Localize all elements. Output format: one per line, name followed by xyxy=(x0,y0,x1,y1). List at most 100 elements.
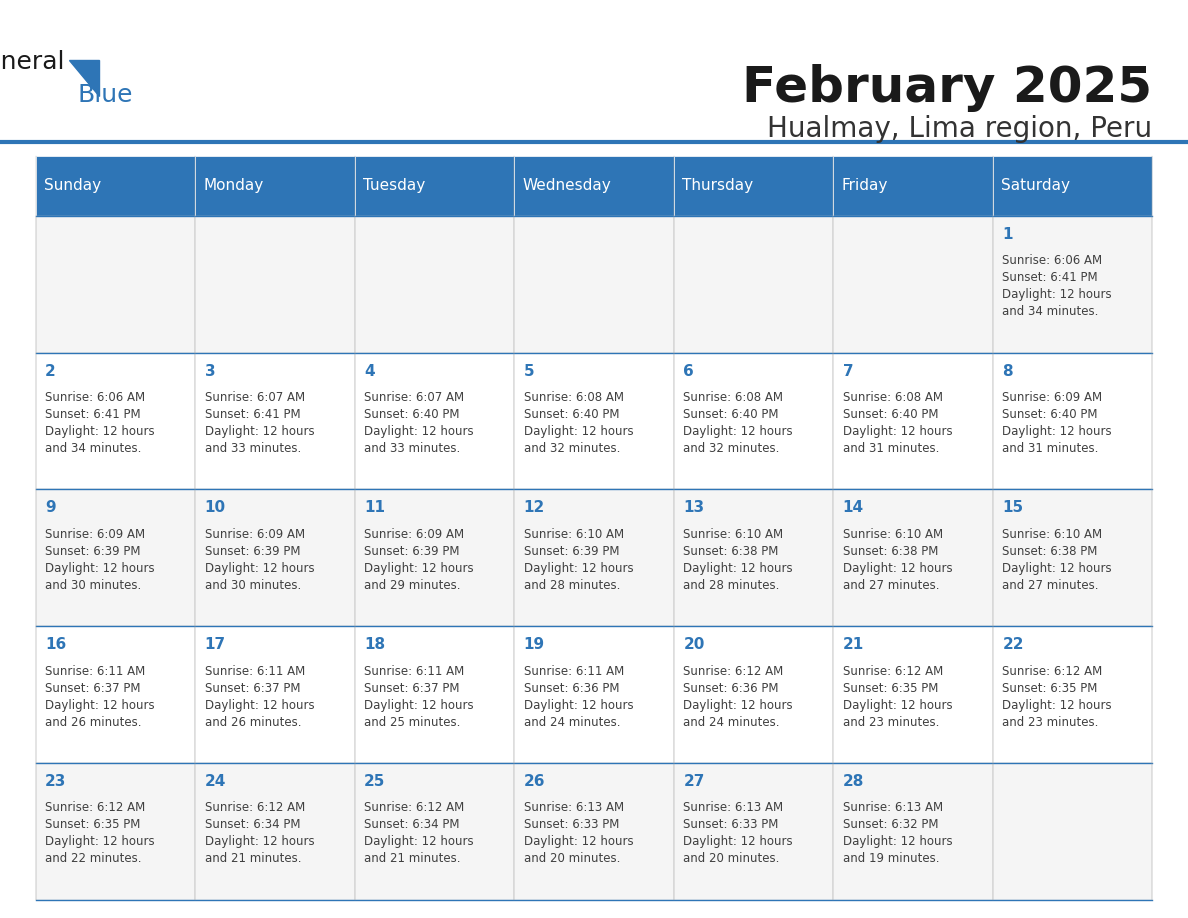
Text: Sunrise: 6:12 AM
Sunset: 6:34 PM
Daylight: 12 hours
and 21 minutes.: Sunrise: 6:12 AM Sunset: 6:34 PM Dayligh… xyxy=(365,801,474,866)
Text: 2: 2 xyxy=(45,364,56,378)
Bar xyxy=(355,489,514,626)
Bar xyxy=(195,156,355,216)
Text: Sunrise: 6:12 AM
Sunset: 6:35 PM
Daylight: 12 hours
and 23 minutes.: Sunrise: 6:12 AM Sunset: 6:35 PM Dayligh… xyxy=(1003,665,1112,729)
Text: Sunrise: 6:11 AM
Sunset: 6:37 PM
Daylight: 12 hours
and 25 minutes.: Sunrise: 6:11 AM Sunset: 6:37 PM Dayligh… xyxy=(365,665,474,729)
Bar xyxy=(36,626,195,763)
Text: 15: 15 xyxy=(1003,500,1023,515)
Bar xyxy=(674,156,833,216)
Text: Sunrise: 6:10 AM
Sunset: 6:38 PM
Daylight: 12 hours
and 28 minutes.: Sunrise: 6:10 AM Sunset: 6:38 PM Dayligh… xyxy=(683,528,792,592)
Text: Sunrise: 6:06 AM
Sunset: 6:41 PM
Daylight: 12 hours
and 34 minutes.: Sunrise: 6:06 AM Sunset: 6:41 PM Dayligh… xyxy=(45,391,154,455)
Bar xyxy=(36,216,195,353)
Text: 14: 14 xyxy=(842,500,864,515)
Bar xyxy=(993,216,1152,353)
Text: 13: 13 xyxy=(683,500,704,515)
Text: Wednesday: Wednesday xyxy=(523,178,611,194)
Bar xyxy=(195,626,355,763)
Text: 21: 21 xyxy=(842,637,864,652)
Bar xyxy=(195,216,355,353)
Text: 18: 18 xyxy=(365,637,385,652)
Text: Sunrise: 6:08 AM
Sunset: 6:40 PM
Daylight: 12 hours
and 32 minutes.: Sunrise: 6:08 AM Sunset: 6:40 PM Dayligh… xyxy=(683,391,792,455)
Text: Sunday: Sunday xyxy=(44,178,101,194)
Text: 28: 28 xyxy=(842,774,864,789)
Bar xyxy=(514,353,674,489)
Text: 12: 12 xyxy=(524,500,545,515)
Text: 4: 4 xyxy=(365,364,375,378)
Text: Blue: Blue xyxy=(77,83,133,106)
Text: Sunrise: 6:11 AM
Sunset: 6:37 PM
Daylight: 12 hours
and 26 minutes.: Sunrise: 6:11 AM Sunset: 6:37 PM Dayligh… xyxy=(45,665,154,729)
Text: 9: 9 xyxy=(45,500,56,515)
Text: 25: 25 xyxy=(365,774,386,789)
Text: 5: 5 xyxy=(524,364,535,378)
Text: February 2025: February 2025 xyxy=(742,64,1152,112)
Bar xyxy=(993,156,1152,216)
Text: Sunrise: 6:08 AM
Sunset: 6:40 PM
Daylight: 12 hours
and 32 minutes.: Sunrise: 6:08 AM Sunset: 6:40 PM Dayligh… xyxy=(524,391,633,455)
Bar xyxy=(993,626,1152,763)
Bar xyxy=(36,353,195,489)
Bar xyxy=(36,156,195,216)
Text: 23: 23 xyxy=(45,774,67,789)
Text: General: General xyxy=(0,50,65,74)
Text: 3: 3 xyxy=(204,364,215,378)
Text: Sunrise: 6:09 AM
Sunset: 6:39 PM
Daylight: 12 hours
and 29 minutes.: Sunrise: 6:09 AM Sunset: 6:39 PM Dayligh… xyxy=(365,528,474,592)
Text: Sunrise: 6:07 AM
Sunset: 6:41 PM
Daylight: 12 hours
and 33 minutes.: Sunrise: 6:07 AM Sunset: 6:41 PM Dayligh… xyxy=(204,391,315,455)
Text: Saturday: Saturday xyxy=(1000,178,1070,194)
Text: Sunrise: 6:09 AM
Sunset: 6:40 PM
Daylight: 12 hours
and 31 minutes.: Sunrise: 6:09 AM Sunset: 6:40 PM Dayligh… xyxy=(1003,391,1112,455)
Text: 19: 19 xyxy=(524,637,545,652)
Bar xyxy=(355,763,514,900)
Bar xyxy=(833,353,993,489)
Bar xyxy=(514,216,674,353)
Text: Hualmay, Lima region, Peru: Hualmay, Lima region, Peru xyxy=(767,115,1152,143)
Bar xyxy=(355,156,514,216)
Text: Sunrise: 6:10 AM
Sunset: 6:38 PM
Daylight: 12 hours
and 27 minutes.: Sunrise: 6:10 AM Sunset: 6:38 PM Dayligh… xyxy=(842,528,953,592)
Bar xyxy=(36,489,195,626)
Text: 26: 26 xyxy=(524,774,545,789)
Bar xyxy=(514,489,674,626)
Text: Sunrise: 6:10 AM
Sunset: 6:39 PM
Daylight: 12 hours
and 28 minutes.: Sunrise: 6:10 AM Sunset: 6:39 PM Dayligh… xyxy=(524,528,633,592)
Text: 20: 20 xyxy=(683,637,704,652)
Text: 24: 24 xyxy=(204,774,226,789)
Text: Sunrise: 6:10 AM
Sunset: 6:38 PM
Daylight: 12 hours
and 27 minutes.: Sunrise: 6:10 AM Sunset: 6:38 PM Dayligh… xyxy=(1003,528,1112,592)
Text: Tuesday: Tuesday xyxy=(362,178,425,194)
Bar xyxy=(833,489,993,626)
Bar xyxy=(833,626,993,763)
Text: Sunrise: 6:13 AM
Sunset: 6:32 PM
Daylight: 12 hours
and 19 minutes.: Sunrise: 6:13 AM Sunset: 6:32 PM Dayligh… xyxy=(842,801,953,866)
Text: Monday: Monday xyxy=(203,178,264,194)
Bar xyxy=(674,489,833,626)
Bar xyxy=(833,156,993,216)
Bar xyxy=(195,489,355,626)
Bar xyxy=(36,763,195,900)
Bar xyxy=(993,489,1152,626)
Text: 11: 11 xyxy=(365,500,385,515)
Bar xyxy=(355,626,514,763)
Text: Sunrise: 6:09 AM
Sunset: 6:39 PM
Daylight: 12 hours
and 30 minutes.: Sunrise: 6:09 AM Sunset: 6:39 PM Dayligh… xyxy=(204,528,315,592)
Bar xyxy=(674,216,833,353)
Text: 1: 1 xyxy=(1003,227,1013,241)
Bar xyxy=(355,216,514,353)
Bar xyxy=(833,216,993,353)
Bar xyxy=(355,353,514,489)
Bar xyxy=(514,763,674,900)
Bar xyxy=(993,763,1152,900)
Text: Sunrise: 6:13 AM
Sunset: 6:33 PM
Daylight: 12 hours
and 20 minutes.: Sunrise: 6:13 AM Sunset: 6:33 PM Dayligh… xyxy=(524,801,633,866)
Bar xyxy=(195,353,355,489)
Text: 16: 16 xyxy=(45,637,67,652)
Bar xyxy=(195,763,355,900)
Text: 27: 27 xyxy=(683,774,704,789)
Bar xyxy=(514,156,674,216)
Text: 17: 17 xyxy=(204,637,226,652)
Text: Sunrise: 6:08 AM
Sunset: 6:40 PM
Daylight: 12 hours
and 31 minutes.: Sunrise: 6:08 AM Sunset: 6:40 PM Dayligh… xyxy=(842,391,953,455)
Text: Sunrise: 6:12 AM
Sunset: 6:36 PM
Daylight: 12 hours
and 24 minutes.: Sunrise: 6:12 AM Sunset: 6:36 PM Dayligh… xyxy=(683,665,792,729)
Text: 22: 22 xyxy=(1003,637,1024,652)
Text: Friday: Friday xyxy=(841,178,887,194)
Bar xyxy=(514,626,674,763)
Text: 6: 6 xyxy=(683,364,694,378)
Bar xyxy=(674,626,833,763)
Text: Sunrise: 6:11 AM
Sunset: 6:37 PM
Daylight: 12 hours
and 26 minutes.: Sunrise: 6:11 AM Sunset: 6:37 PM Dayligh… xyxy=(204,665,315,729)
Bar xyxy=(833,763,993,900)
Text: 10: 10 xyxy=(204,500,226,515)
Bar xyxy=(993,353,1152,489)
Text: Sunrise: 6:06 AM
Sunset: 6:41 PM
Daylight: 12 hours
and 34 minutes.: Sunrise: 6:06 AM Sunset: 6:41 PM Dayligh… xyxy=(1003,254,1112,319)
Text: Sunrise: 6:09 AM
Sunset: 6:39 PM
Daylight: 12 hours
and 30 minutes.: Sunrise: 6:09 AM Sunset: 6:39 PM Dayligh… xyxy=(45,528,154,592)
Text: 8: 8 xyxy=(1003,364,1013,378)
Bar xyxy=(674,763,833,900)
